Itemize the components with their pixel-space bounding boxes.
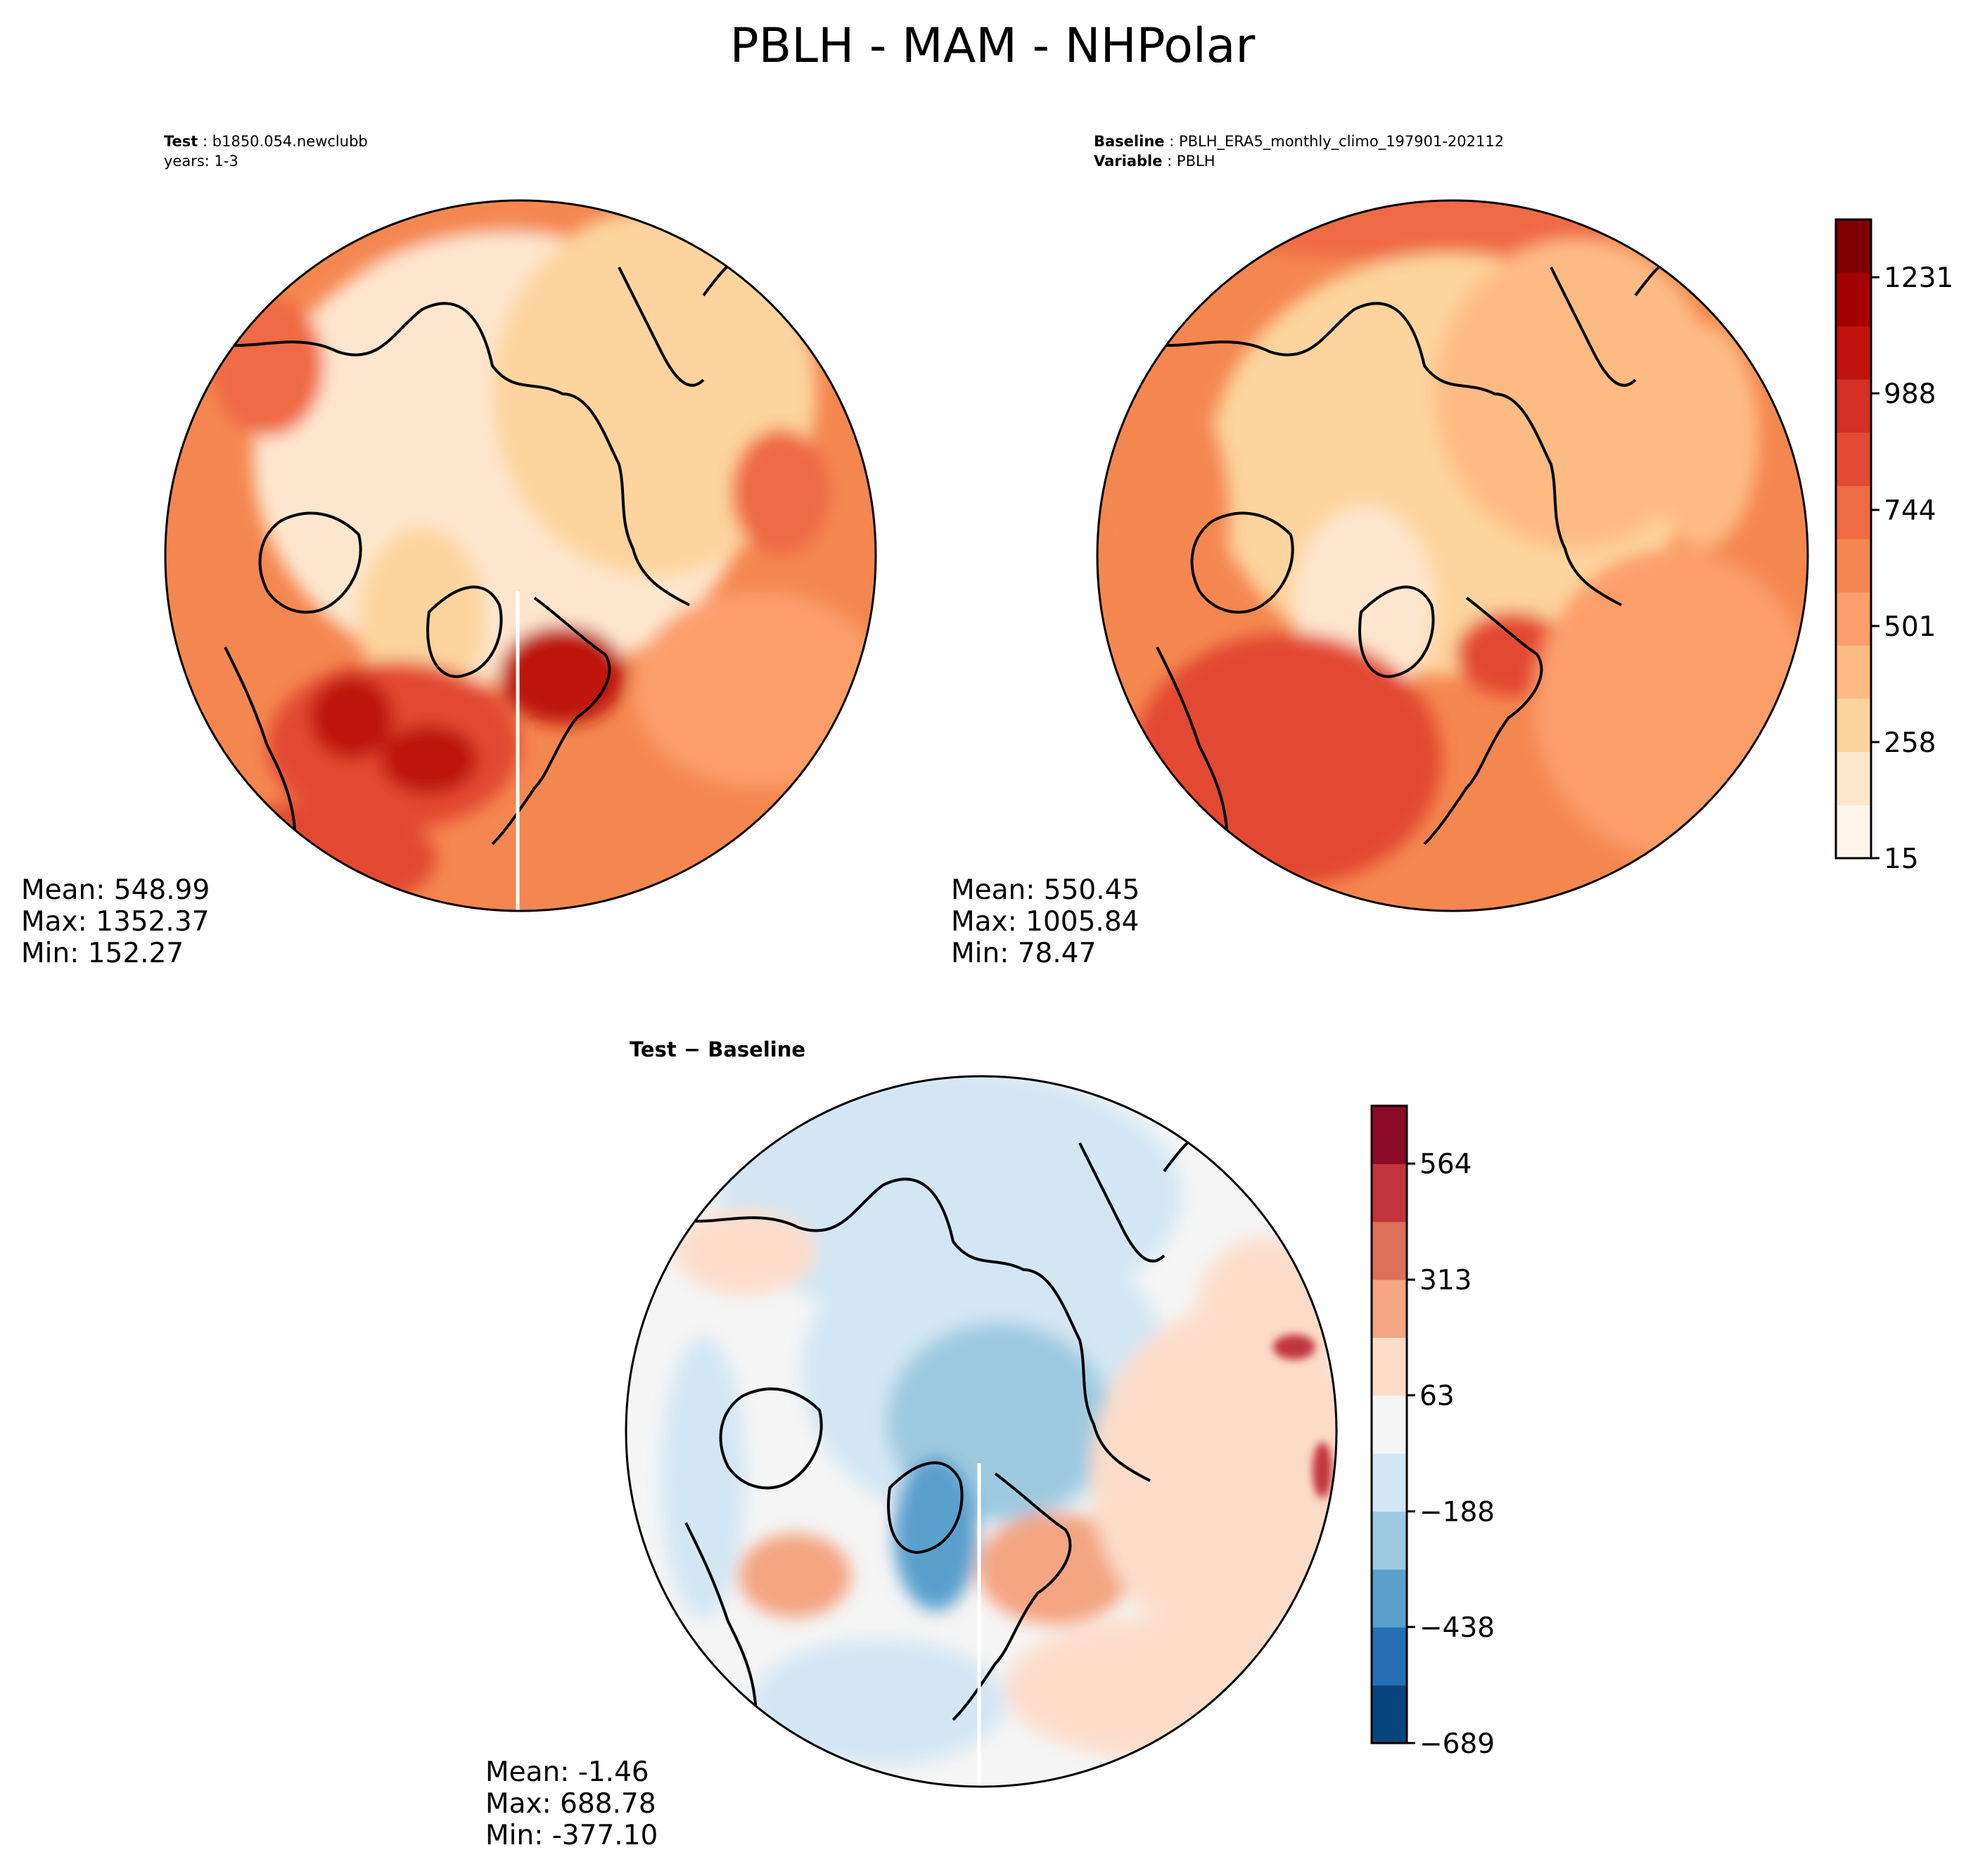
colorbar-diff-segment [1372, 1453, 1407, 1512]
colorbar-diff-segment [1372, 1221, 1407, 1280]
colorbar-diff-tick-label: −689 [1419, 1728, 1495, 1760]
colorbar-abs-segment [1836, 645, 1871, 699]
diff-max: Max: 688.78 [485, 1788, 656, 1820]
colorbar-abs-tick-label: 15 [1884, 843, 1919, 875]
colorbar-abs-segment [1836, 539, 1871, 593]
colorbar-abs-segment [1836, 326, 1871, 380]
colorbar-abs-segment [1836, 751, 1871, 805]
baseline-label-line2: Variable : PBLH [1094, 153, 1215, 170]
colorbar-abs-frame [1834, 218, 1872, 860]
colorbar-abs-segment [1836, 592, 1871, 646]
colorbar-abs-segment [1836, 272, 1871, 326]
colorbar-diff-segment [1372, 1106, 1407, 1164]
variable-name: PBLH [1177, 153, 1215, 170]
colorbar-abs-segment [1836, 379, 1871, 433]
colorbar-abs-tick-label: 1231 [1884, 262, 1953, 294]
colorbar-diff-segment [1372, 1685, 1407, 1744]
colorbar-diff-tick-label: 564 [1419, 1149, 1472, 1180]
colorbar-abs-tick-label: 501 [1884, 611, 1936, 643]
colorbar-diff-segment [1372, 1511, 1407, 1570]
colorbar-diff-frame [1370, 1104, 1408, 1744]
colorbar-diff-segment [1372, 1337, 1407, 1396]
colorbar-diff-tick-label: −438 [1419, 1612, 1495, 1644]
colorbar-diff-tick-label: −188 [1419, 1497, 1495, 1529]
colorbar-diff-segment [1372, 1627, 1407, 1686]
diff-title: Test − Baseline [630, 1038, 805, 1061]
baseline-max: Max: 1005.84 [951, 906, 1139, 938]
colorbar-abs-tick-label: 744 [1884, 495, 1936, 527]
colorbar-abs-segment [1836, 698, 1871, 753]
colorbar-diff-segment [1372, 1280, 1407, 1338]
figure-title: PBLH - MAM - NHPolar [730, 18, 1256, 74]
diff-map [626, 1076, 1336, 1787]
colorbar-abs-segment [1836, 432, 1871, 486]
variable-label: Variable [1094, 153, 1162, 170]
colorbar-absolute: 15 258 501 744 988 1231 [1834, 218, 1953, 875]
colorbar-diff-tick-label: 313 [1419, 1265, 1472, 1296]
colorbar-abs-segment [1836, 805, 1871, 859]
test-mean: Mean: 548.99 [21, 874, 210, 906]
diff-mean: Mean: -1.46 [485, 1756, 649, 1788]
diff-panel: Test − Baseline [485, 1038, 1338, 1851]
colorbar-abs-tick-label: 988 [1884, 378, 1936, 410]
test-label-line1: Test : b1850.054.newclubb [164, 133, 368, 150]
baseline-panel: Baseline : PBLH_ERA5_monthly_climo_19790… [951, 133, 1809, 969]
test-max: Max: 1352.37 [21, 906, 209, 938]
test-panel: Test : b1850.054.newclubb years: 1-3 [21, 133, 877, 969]
baseline-label: Baseline [1094, 133, 1165, 150]
diff-min: Min: -377.10 [485, 1820, 658, 1851]
baseline-label-line1: Baseline : PBLH_ERA5_monthly_climo_19790… [1094, 133, 1504, 151]
baseline-min: Min: 78.47 [951, 938, 1096, 969]
colorbar-diff-segment [1372, 1163, 1407, 1223]
colorbar-abs-segment [1836, 219, 1871, 274]
colorbar-diff-tick-label: 63 [1419, 1381, 1455, 1412]
colorbar-abs-segment [1836, 485, 1871, 540]
test-min: Min: 152.27 [21, 938, 184, 969]
colorbar-diff-segment [1372, 1395, 1407, 1454]
test-map [165, 200, 876, 911]
test-case-name: b1850.054.newclubb [212, 133, 368, 150]
baseline-case-name: PBLH_ERA5_monthly_climo_197901-202112 [1179, 133, 1504, 151]
colorbar-diff-segment [1372, 1569, 1407, 1628]
test-years: years: 1-3 [164, 153, 238, 170]
baseline-mean: Mean: 550.45 [951, 874, 1140, 906]
test-label: Test [164, 133, 198, 150]
baseline-map [1097, 200, 1808, 911]
colorbar-abs-tick-label: 258 [1884, 727, 1936, 759]
colorbar-difference: −689 −438 −188 63 313 564 [1370, 1104, 1495, 1760]
